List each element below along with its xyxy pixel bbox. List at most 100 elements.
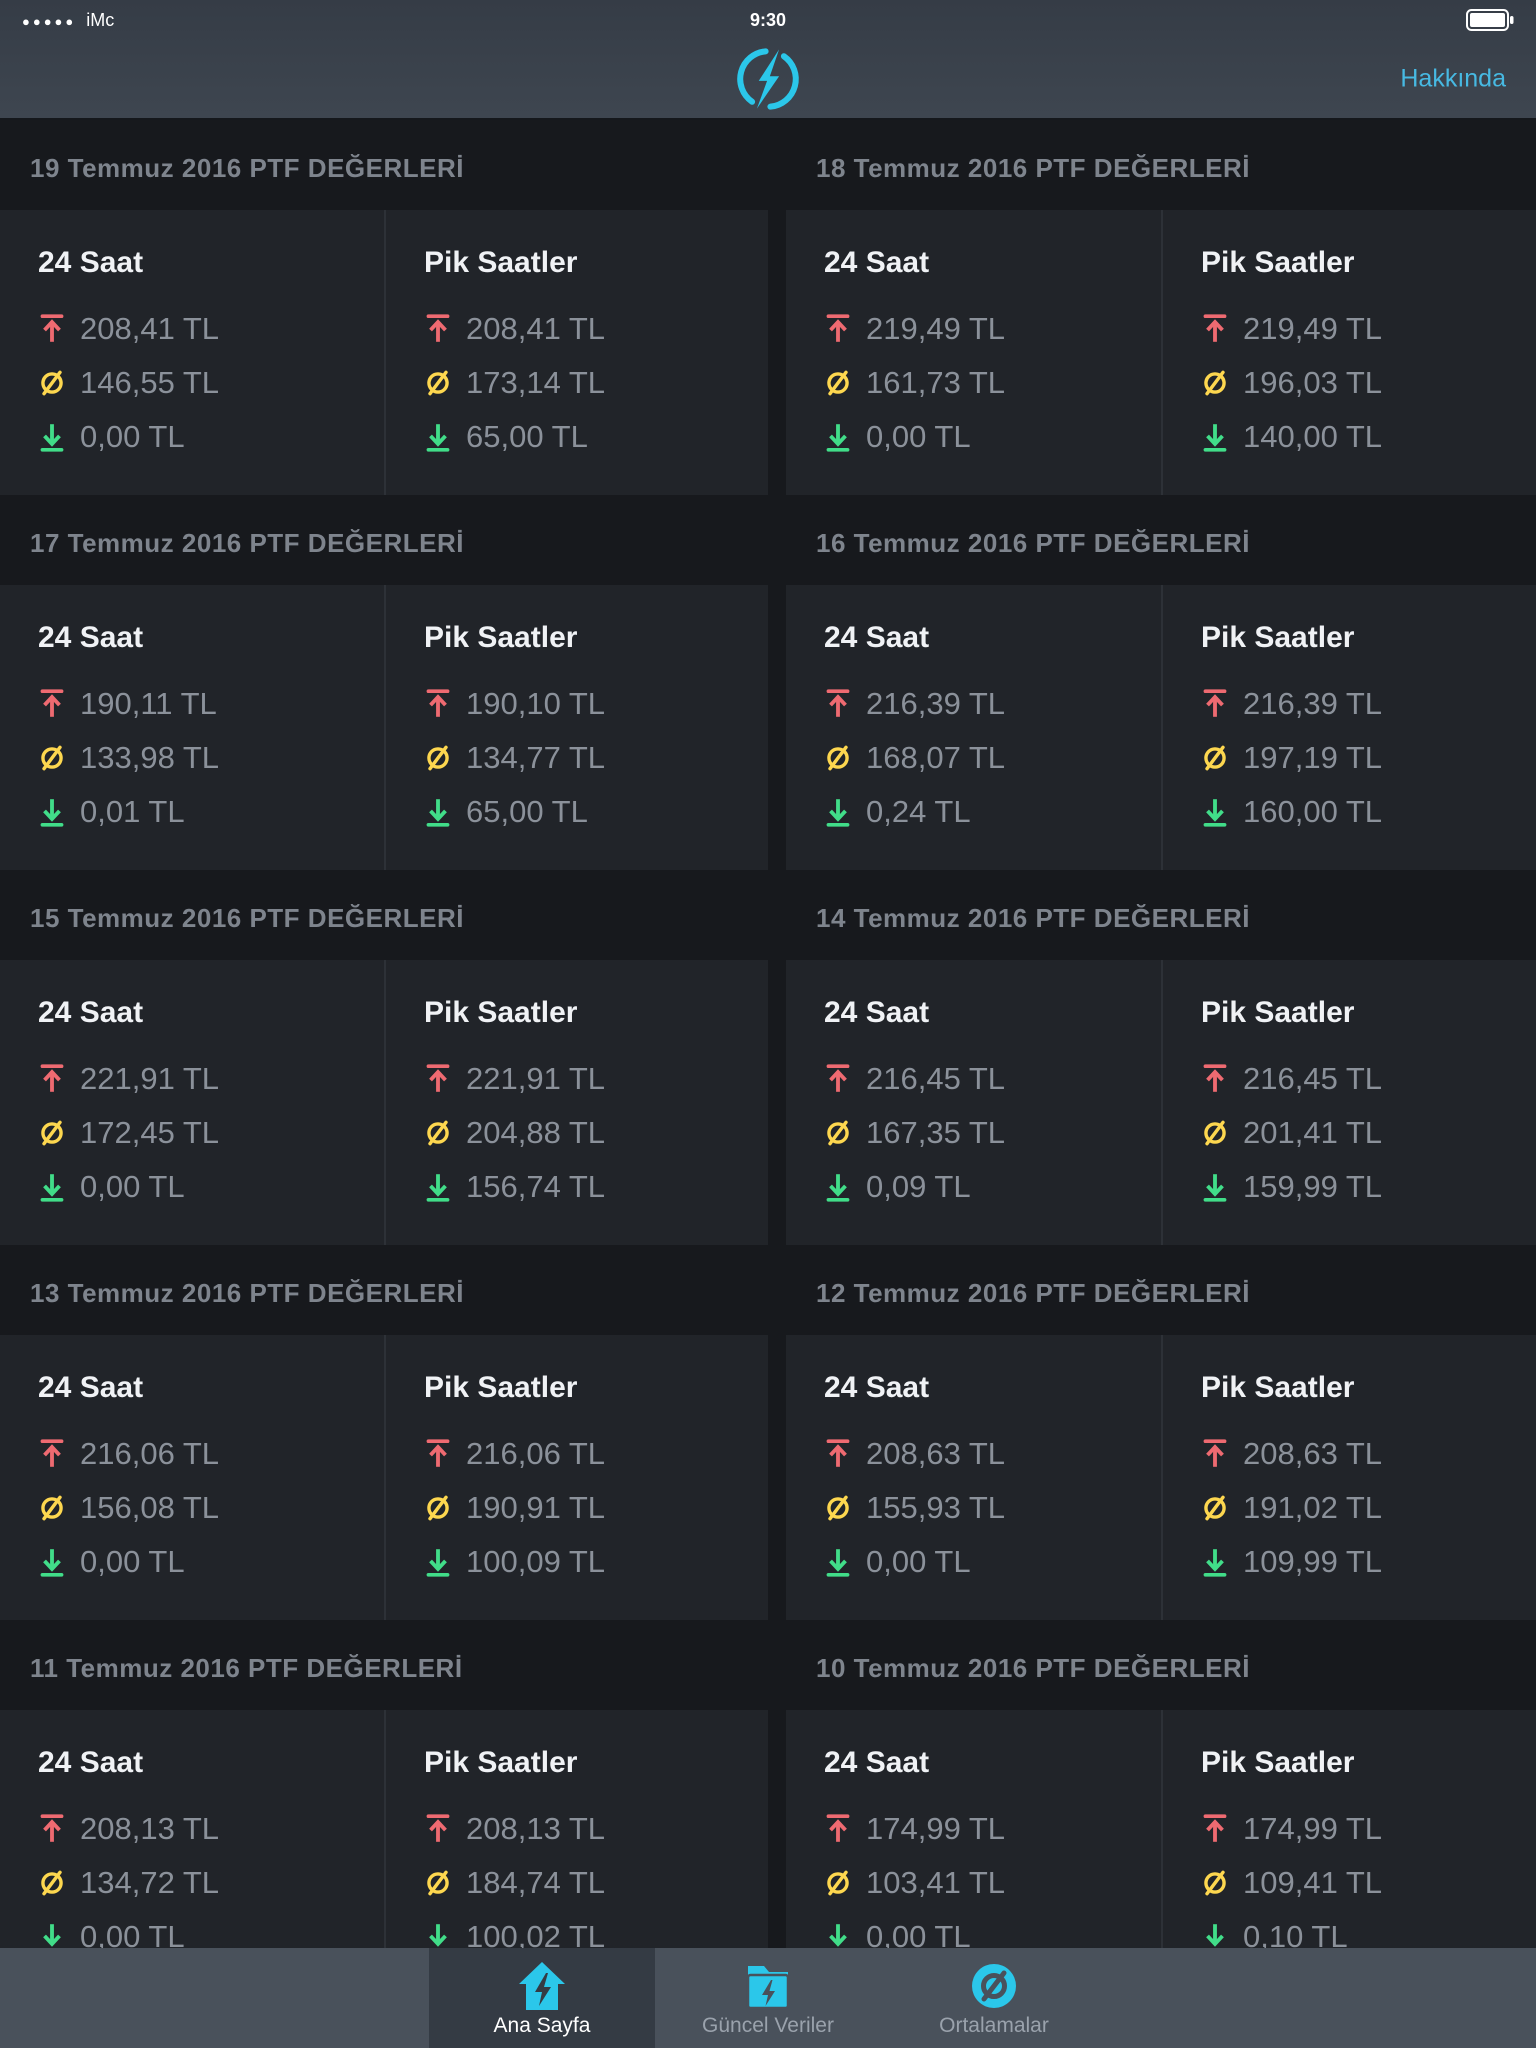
ptf-card-grid: 19 Temmuz 2016 PTF DEĞERLERİ 24 Saat 208… bbox=[0, 120, 1536, 1995]
card-header-band: 16 Temmuz 2016 PTF DEĞERLERİ bbox=[786, 495, 1536, 585]
arrow-up-to-bar-icon bbox=[38, 313, 66, 345]
max-row: 174,99 TL bbox=[824, 1802, 1161, 1856]
max-value: 216,45 TL bbox=[1243, 1061, 1383, 1096]
tab-label: Ortalamalar bbox=[939, 2014, 1049, 2037]
avg-row: 204,88 TL bbox=[424, 1106, 768, 1160]
slashed-o-average-icon bbox=[1201, 742, 1229, 774]
card-date-title: 15 Temmuz 2016 PTF DEĞERLERİ bbox=[30, 902, 464, 933]
max-row: 208,13 TL bbox=[38, 1802, 384, 1856]
col-pik-saatler: Pik Saatler 216,45 TL 201,41 TL 159,99 T… bbox=[1161, 960, 1536, 1245]
card-date-title: 18 Temmuz 2016 PTF DEĞERLERİ bbox=[816, 152, 1250, 183]
tab-label: Ana Sayfa bbox=[493, 2014, 591, 2037]
card-panel: 24 Saat 216,39 TL 168,07 TL 0,24 TL bbox=[786, 585, 1536, 870]
slashed-o-average-icon bbox=[38, 1117, 66, 1149]
col-24-saat: 24 Saat 190,11 TL 133,98 TL 0,01 TL bbox=[0, 585, 384, 870]
col-24-saat: 24 Saat 174,99 TL 103,41 TL 0,00 TL bbox=[786, 1710, 1161, 1995]
card-header-band: 12 Temmuz 2016 PTF DEĞERLERİ bbox=[786, 1245, 1536, 1335]
app-logo-icon bbox=[737, 48, 799, 110]
arrow-up-to-bar-icon bbox=[38, 1813, 66, 1845]
card-panel: 24 Saat 208,63 TL 155,93 TL 0,00 TL bbox=[786, 1335, 1536, 1620]
min-row: 0,00 TL bbox=[824, 1535, 1161, 1589]
card-header-band: 15 Temmuz 2016 PTF DEĞERLERİ bbox=[0, 870, 768, 960]
col-title-pik-saatler: Pik Saatler bbox=[424, 1371, 578, 1404]
max-value: 219,49 TL bbox=[866, 311, 1006, 346]
min-value: 0,00 TL bbox=[866, 1544, 971, 1579]
max-value: 221,91 TL bbox=[80, 1061, 220, 1096]
card-header-band: 19 Temmuz 2016 PTF DEĞERLERİ bbox=[0, 120, 768, 210]
ptf-card: 19 Temmuz 2016 PTF DEĞERLERİ 24 Saat 208… bbox=[0, 120, 768, 495]
card-date-title: 16 Temmuz 2016 PTF DEĞERLERİ bbox=[816, 527, 1250, 558]
arrow-up-to-bar-icon bbox=[1201, 1813, 1229, 1845]
card-panel: 24 Saat 190,11 TL 133,98 TL 0,01 TL bbox=[0, 585, 768, 870]
min-value: 160,00 TL bbox=[1243, 794, 1383, 829]
avg-row: 184,74 TL bbox=[424, 1856, 768, 1910]
card-date-title: 17 Temmuz 2016 PTF DEĞERLERİ bbox=[30, 527, 464, 558]
col-pik-saatler: Pik Saatler 216,39 TL 197,19 TL 160,00 T… bbox=[1161, 585, 1536, 870]
slashed-o-average-icon bbox=[824, 1867, 852, 1899]
arrow-up-to-bar-icon bbox=[424, 1438, 452, 1470]
arrow-down-to-bar-icon bbox=[824, 421, 852, 453]
col-24-saat: 24 Saat 219,49 TL 161,73 TL 0,00 TL bbox=[786, 210, 1161, 495]
min-value: 65,00 TL bbox=[466, 794, 588, 829]
arrow-down-to-bar-icon bbox=[424, 421, 452, 453]
max-row: 208,13 TL bbox=[424, 1802, 768, 1856]
max-row: 208,63 TL bbox=[1201, 1427, 1536, 1481]
avg-value: 134,77 TL bbox=[466, 740, 606, 775]
tab-ana-sayfa[interactable]: Ana Sayfa bbox=[429, 1948, 655, 2048]
min-row: 65,00 TL bbox=[424, 410, 768, 464]
col-pik-saatler: Pik Saatler 219,49 TL 196,03 TL 140,00 T… bbox=[1161, 210, 1536, 495]
card-date-title: 14 Temmuz 2016 PTF DEĞERLERİ bbox=[816, 902, 1250, 933]
col-pik-saatler: Pik Saatler 208,63 TL 191,02 TL 109,99 T… bbox=[1161, 1335, 1536, 1620]
col-pik-saatler: Pik Saatler 208,41 TL 173,14 TL 65,00 TL bbox=[384, 210, 768, 495]
min-row: 0,00 TL bbox=[38, 1535, 384, 1589]
about-link[interactable]: Hakkında bbox=[1400, 64, 1506, 93]
avg-row: 134,72 TL bbox=[38, 1856, 384, 1910]
tab-bar: Ana Sayfa Güncel Veriler Ortalamalar bbox=[0, 1948, 1536, 2048]
ptf-card: 11 Temmuz 2016 PTF DEĞERLERİ 24 Saat 208… bbox=[0, 1620, 768, 1995]
max-row: 219,49 TL bbox=[824, 302, 1161, 356]
slashed-o-average-icon bbox=[424, 742, 452, 774]
avg-row: 197,19 TL bbox=[1201, 731, 1536, 785]
max-value: 208,63 TL bbox=[866, 1436, 1006, 1471]
avg-value: 196,03 TL bbox=[1243, 365, 1383, 400]
max-row: 221,91 TL bbox=[424, 1052, 768, 1106]
col-pik-saatler: Pik Saatler 221,91 TL 204,88 TL 156,74 T… bbox=[384, 960, 768, 1245]
avg-value: 190,91 TL bbox=[466, 1490, 606, 1525]
arrow-up-to-bar-icon bbox=[424, 688, 452, 720]
col-title-24-saat: 24 Saat bbox=[38, 246, 144, 279]
signal-dots-icon: ●●●●● bbox=[22, 13, 77, 29]
col-pik-saatler: Pik Saatler 216,06 TL 190,91 TL 100,09 T… bbox=[384, 1335, 768, 1620]
avg-value: 109,41 TL bbox=[1243, 1865, 1383, 1900]
tab-guncel-veriler[interactable]: Güncel Veriler bbox=[655, 1948, 881, 2048]
slashed-o-average-icon bbox=[824, 1117, 852, 1149]
avg-value: 184,74 TL bbox=[466, 1865, 606, 1900]
status-bar: ●●●●● iMc 9:30 bbox=[0, 0, 1536, 40]
col-title-pik-saatler: Pik Saatler bbox=[424, 1746, 578, 1779]
max-value: 216,45 TL bbox=[866, 1061, 1006, 1096]
max-row: 190,10 TL bbox=[424, 677, 768, 731]
max-value: 190,10 TL bbox=[466, 686, 606, 721]
slashed-o-average-icon bbox=[38, 1867, 66, 1899]
tab-ortalamalar[interactable]: Ortalamalar bbox=[881, 1948, 1107, 2048]
card-panel: 24 Saat 221,91 TL 172,45 TL 0,00 TL bbox=[0, 960, 768, 1245]
avg-value: 133,98 TL bbox=[80, 740, 220, 775]
col-title-pik-saatler: Pik Saatler bbox=[1201, 621, 1355, 654]
col-title-24-saat: 24 Saat bbox=[824, 1746, 930, 1779]
ptf-card: 13 Temmuz 2016 PTF DEĞERLERİ 24 Saat 216… bbox=[0, 1245, 768, 1620]
avg-row: 133,98 TL bbox=[38, 731, 384, 785]
tab-label: Güncel Veriler bbox=[702, 2014, 834, 2037]
card-date-title: 10 Temmuz 2016 PTF DEĞERLERİ bbox=[816, 1652, 1250, 1683]
min-row: 100,09 TL bbox=[424, 1535, 768, 1589]
min-value: 109,99 TL bbox=[1243, 1544, 1383, 1579]
slashed-o-average-icon bbox=[824, 367, 852, 399]
col-24-saat: 24 Saat 216,06 TL 156,08 TL 0,00 TL bbox=[0, 1335, 384, 1620]
arrow-down-to-bar-icon bbox=[38, 421, 66, 453]
avg-row: 173,14 TL bbox=[424, 356, 768, 410]
col-title-pik-saatler: Pik Saatler bbox=[1201, 246, 1355, 279]
slashed-o-average-icon bbox=[38, 1492, 66, 1524]
avg-row: 161,73 TL bbox=[824, 356, 1161, 410]
avg-row: 196,03 TL bbox=[1201, 356, 1536, 410]
col-title-24-saat: 24 Saat bbox=[38, 1746, 144, 1779]
min-row: 0,00 TL bbox=[38, 410, 384, 464]
max-row: 208,63 TL bbox=[824, 1427, 1161, 1481]
